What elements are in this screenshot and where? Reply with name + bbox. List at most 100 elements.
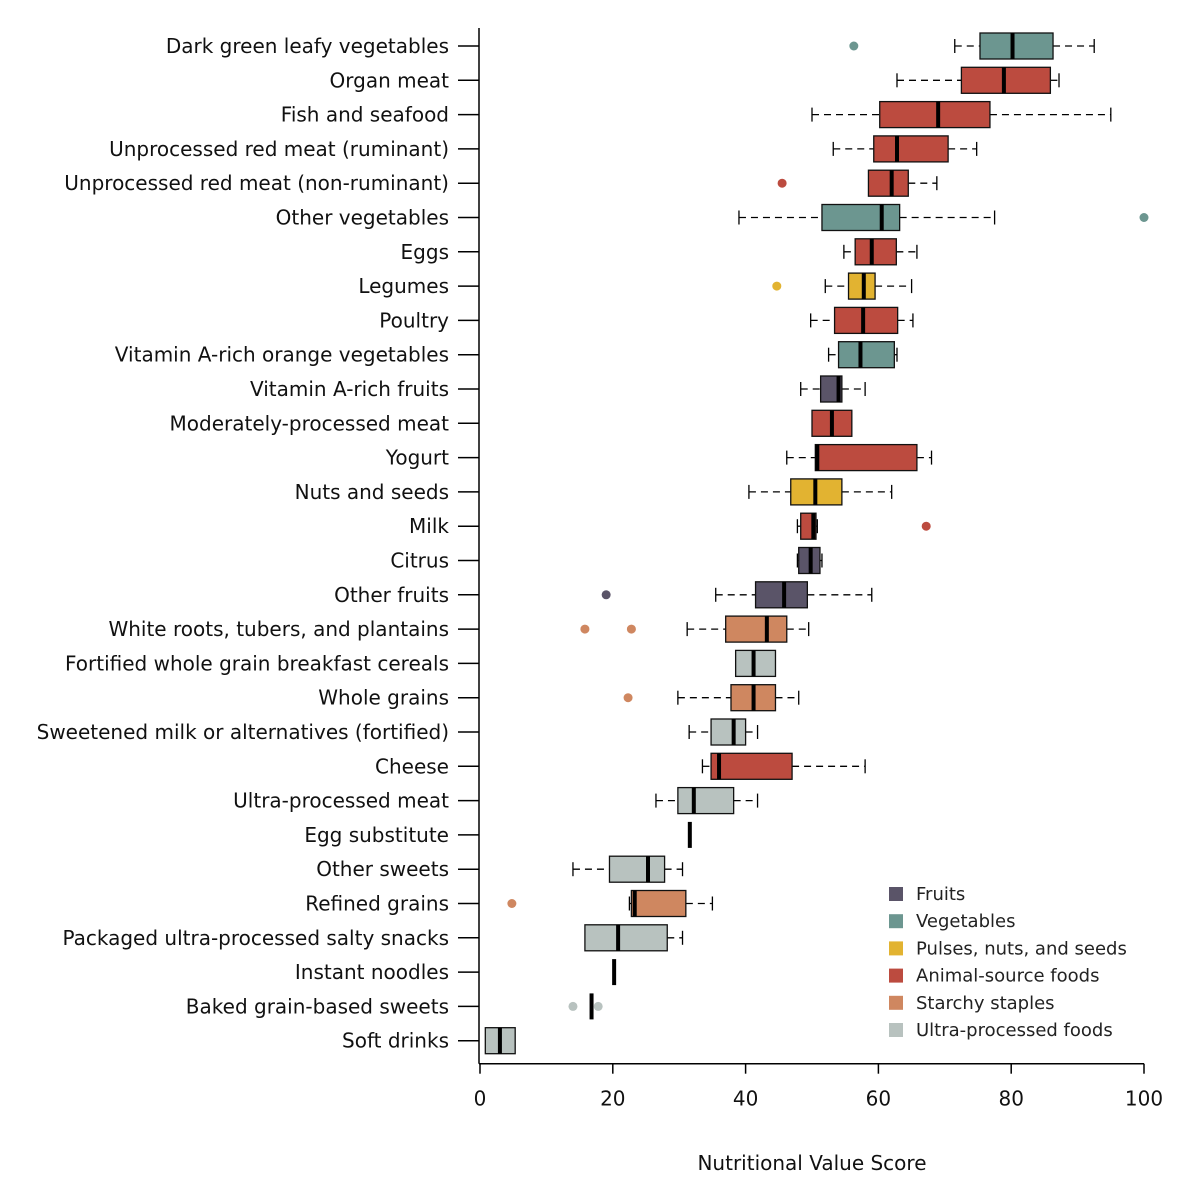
category-label: Whole grains bbox=[318, 686, 449, 710]
iqr-box bbox=[867, 169, 909, 197]
category-label: Fish and seafood bbox=[281, 103, 449, 127]
iqr-box bbox=[630, 889, 687, 918]
x-tick-label: 100 bbox=[1125, 1087, 1163, 1111]
category-label: Other vegetables bbox=[276, 206, 449, 230]
x-tick-label: 0 bbox=[474, 1087, 487, 1111]
box-milk bbox=[796, 512, 931, 540]
legend-swatch bbox=[889, 968, 903, 983]
outlier-point bbox=[777, 178, 787, 188]
box-other-vegetables bbox=[738, 203, 1149, 232]
iqr-box bbox=[821, 203, 901, 232]
category-label: Other sweets bbox=[316, 857, 449, 881]
box-citrus bbox=[796, 546, 823, 575]
iqr-box bbox=[854, 238, 897, 266]
legend-label: Vegetables bbox=[916, 911, 1015, 932]
outlier-point bbox=[623, 693, 633, 703]
category-label: Dark green leafy vegetables bbox=[166, 34, 449, 58]
box-organ-meat bbox=[896, 66, 1060, 94]
legend: Fruits Vegetables Pulses, nuts, and seeds A… bbox=[889, 884, 1127, 1041]
box-other-fruits bbox=[601, 581, 873, 609]
category-label: Vitamin A-rich orange vegetables bbox=[115, 343, 449, 367]
legend-label: Pulses, nuts, and seeds bbox=[916, 938, 1127, 959]
iqr-box bbox=[710, 718, 747, 746]
outlier-point bbox=[1139, 213, 1149, 222]
category-label: Eggs bbox=[401, 240, 449, 264]
category-label: Cheese bbox=[375, 754, 449, 778]
iqr-box bbox=[725, 615, 788, 643]
box-vitamin-a-rich-fruits bbox=[800, 375, 866, 403]
category-label: Fortified whole grain breakfast cereals bbox=[65, 651, 449, 675]
box-unprocessed-red-meat-non-ruminant- bbox=[777, 169, 938, 197]
x-tick-label: 40 bbox=[733, 1087, 758, 1111]
box-unprocessed-red-meat-ruminant- bbox=[832, 135, 978, 163]
iqr-box bbox=[873, 135, 949, 163]
box-poultry bbox=[810, 306, 914, 335]
outlier-point bbox=[772, 281, 782, 291]
category-label: Yogurt bbox=[385, 446, 449, 470]
x-tick-label: 80 bbox=[998, 1087, 1023, 1111]
iqr-box bbox=[754, 581, 809, 609]
legend-label: Fruits bbox=[916, 884, 965, 905]
category-label: Organ meat bbox=[330, 68, 450, 92]
category-label: Poultry bbox=[379, 308, 449, 332]
iqr-box bbox=[833, 306, 899, 335]
box-packaged-ultra-processed-salty-snacks bbox=[584, 924, 684, 952]
legend-swatch bbox=[889, 1023, 903, 1037]
iqr-box bbox=[710, 752, 793, 780]
plot-area bbox=[484, 32, 1149, 1055]
category-label: Packaged ultra-processed salty snacks bbox=[62, 926, 449, 950]
box-soft-drinks bbox=[484, 1027, 516, 1055]
category-label: Legumes bbox=[358, 274, 449, 298]
box-cheese bbox=[701, 752, 866, 780]
x-axis: 0 20 40 60 80 100 bbox=[474, 1062, 1163, 1111]
category-label: Soft drinks bbox=[342, 1029, 449, 1053]
category-label: Other fruits bbox=[334, 583, 449, 607]
box-vitamin-a-rich-orange-vegetables bbox=[827, 341, 898, 369]
category-label: Sweetened milk or alternatives (fortifie… bbox=[37, 720, 449, 744]
iqr-box bbox=[584, 924, 668, 952]
box-refined-grains bbox=[507, 889, 714, 918]
iqr-box bbox=[879, 100, 991, 129]
category-label: Instant noodles bbox=[295, 960, 449, 984]
box-whole-grains bbox=[623, 684, 800, 712]
outlier-point bbox=[921, 521, 931, 531]
outlier-point bbox=[580, 624, 590, 634]
outlier-point bbox=[849, 41, 859, 51]
box-dark-green-leafy-vegetables bbox=[849, 32, 1095, 60]
legend-swatch bbox=[889, 995, 903, 1010]
x-tick-label: 60 bbox=[866, 1087, 891, 1111]
outlier-point bbox=[626, 624, 636, 634]
category-label: Ultra-processed meat bbox=[233, 789, 449, 813]
category-label: Nuts and seeds bbox=[295, 480, 449, 504]
box-moderately-processed-meat bbox=[811, 409, 853, 437]
box-nuts-and-seeds bbox=[748, 478, 893, 506]
box-eggs bbox=[843, 238, 918, 266]
box-fortified-whole-grain-breakfast-cereals bbox=[734, 649, 777, 678]
legend-label: Animal-source foods bbox=[916, 966, 1099, 987]
category-label: Citrus bbox=[390, 549, 449, 573]
outlier-point bbox=[507, 899, 517, 908]
legend-label: Ultra-processed foods bbox=[916, 1020, 1113, 1041]
legend-label: Starchy staples bbox=[916, 993, 1055, 1014]
outlier-point bbox=[568, 1001, 578, 1011]
category-label: Milk bbox=[409, 514, 449, 538]
outlier-point bbox=[601, 590, 611, 600]
box-legumes bbox=[772, 272, 913, 300]
category-label: Egg substitute bbox=[304, 823, 449, 847]
box-other-sweets bbox=[572, 855, 684, 883]
y-axis: Dark green leafy vegetables Organ meat Fis… bbox=[37, 28, 480, 1064]
iqr-box bbox=[979, 32, 1054, 60]
category-label: Unprocessed red meat (non-ruminant) bbox=[64, 171, 449, 195]
x-axis-title: Nutritional Value Score bbox=[697, 1151, 926, 1175]
box-ultra-processed-meat bbox=[655, 786, 759, 815]
iqr-box bbox=[814, 443, 918, 472]
box-white-roots-tubers-and-plantains bbox=[580, 615, 810, 643]
category-label: Refined grains bbox=[305, 892, 449, 916]
x-tick-label: 20 bbox=[600, 1087, 625, 1111]
category-label: Vitamin A-rich fruits bbox=[250, 377, 449, 401]
iqr-box bbox=[677, 786, 735, 815]
outlier-point bbox=[593, 1001, 603, 1011]
legend-swatch bbox=[889, 887, 903, 901]
iqr-box bbox=[608, 855, 666, 883]
